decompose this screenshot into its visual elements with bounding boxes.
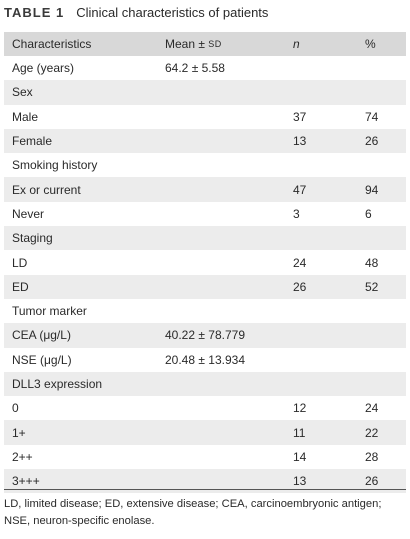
- row-label: NSE (μg/L): [12, 348, 72, 372]
- table-title: Clinical characteristics of patients: [76, 5, 268, 20]
- row-percent: 24: [365, 396, 378, 420]
- row-mean-sd: 20.48 ± 13.934: [165, 348, 245, 372]
- row-percent: 94: [365, 177, 378, 201]
- row-label: CEA (μg/L): [12, 323, 71, 347]
- row-percent: 48: [365, 250, 378, 274]
- header-n: n: [293, 32, 300, 56]
- row-percent: 28: [365, 445, 378, 469]
- row-label: Smoking history: [12, 153, 97, 177]
- row-n: 11: [293, 420, 305, 444]
- row-label: Female: [12, 129, 52, 153]
- row-n: 14: [293, 445, 306, 469]
- row-label: Ex or current: [12, 177, 81, 201]
- row-label: Sex: [12, 80, 33, 104]
- table-row: 1+ 11 22: [4, 420, 406, 444]
- table-bottom-rule: [4, 489, 406, 490]
- table-row: 0 12 24: [4, 396, 406, 420]
- table-row: Staging: [4, 226, 406, 250]
- row-label: Tumor marker: [12, 299, 87, 323]
- table-row: Ex or current 47 94: [4, 177, 406, 201]
- table-row: LD 24 48: [4, 250, 406, 274]
- row-n: 47: [293, 177, 306, 201]
- header-mean-sd: Mean ± SD: [165, 32, 222, 56]
- row-percent: 22: [365, 420, 378, 444]
- table-footnote: LD, limited disease; ED, extensive disea…: [4, 496, 408, 530]
- row-percent: 26: [365, 129, 378, 153]
- row-label: Never: [12, 202, 44, 226]
- row-n: 12: [293, 396, 306, 420]
- table-caption: TABLE 1 Clinical characteristics of patie…: [4, 4, 268, 22]
- row-n: 13: [293, 129, 306, 153]
- header-percent: %: [365, 32, 376, 56]
- row-label: 1+: [12, 420, 26, 444]
- row-label: 0: [12, 396, 19, 420]
- table-row: 2++ 14 28: [4, 445, 406, 469]
- header-sd-label: SD: [208, 39, 222, 49]
- row-label: Male: [12, 105, 38, 129]
- row-n: 37: [293, 105, 306, 129]
- table-number: TABLE 1: [4, 5, 64, 20]
- row-mean-sd: 40.22 ± 78.779: [165, 323, 245, 347]
- table-row: Never 3 6: [4, 202, 406, 226]
- row-percent: 52: [365, 275, 378, 299]
- header-characteristics: Characteristics: [12, 32, 91, 56]
- row-n: 26: [293, 275, 306, 299]
- table-row: NSE (μg/L) 20.48 ± 13.934: [4, 348, 406, 372]
- row-label: LD: [12, 250, 27, 274]
- table-row: Age (years) 64.2 ± 5.58: [4, 56, 406, 80]
- row-mean-sd: 64.2 ± 5.58: [165, 56, 225, 80]
- row-percent: 74: [365, 105, 378, 129]
- table-row: DLL3 expression: [4, 372, 406, 396]
- row-label: ED: [12, 275, 29, 299]
- table-row: Smoking history: [4, 153, 406, 177]
- table-row: Tumor marker: [4, 299, 406, 323]
- table-row: Female 13 26: [4, 129, 406, 153]
- table-body: Age (years) 64.2 ± 5.58 Sex Male 37 74 Female 1…: [4, 56, 406, 493]
- table-row: Sex: [4, 80, 406, 104]
- row-n: 24: [293, 250, 306, 274]
- row-label: 2++: [12, 445, 33, 469]
- row-percent: 6: [365, 202, 372, 226]
- row-label: Staging: [12, 226, 53, 250]
- row-label: Age (years): [12, 56, 74, 80]
- clinical-characteristics-table: Characteristics Mean ± SD n % Age (years…: [4, 32, 406, 493]
- row-label: DLL3 expression: [12, 372, 102, 396]
- row-n: 3: [293, 202, 300, 226]
- header-mean-label: Mean ±: [165, 37, 208, 51]
- table-header-row: Characteristics Mean ± SD n %: [4, 32, 406, 56]
- table-row: CEA (μg/L) 40.22 ± 78.779: [4, 323, 406, 347]
- table-row: Male 37 74: [4, 105, 406, 129]
- table-row: ED 26 52: [4, 275, 406, 299]
